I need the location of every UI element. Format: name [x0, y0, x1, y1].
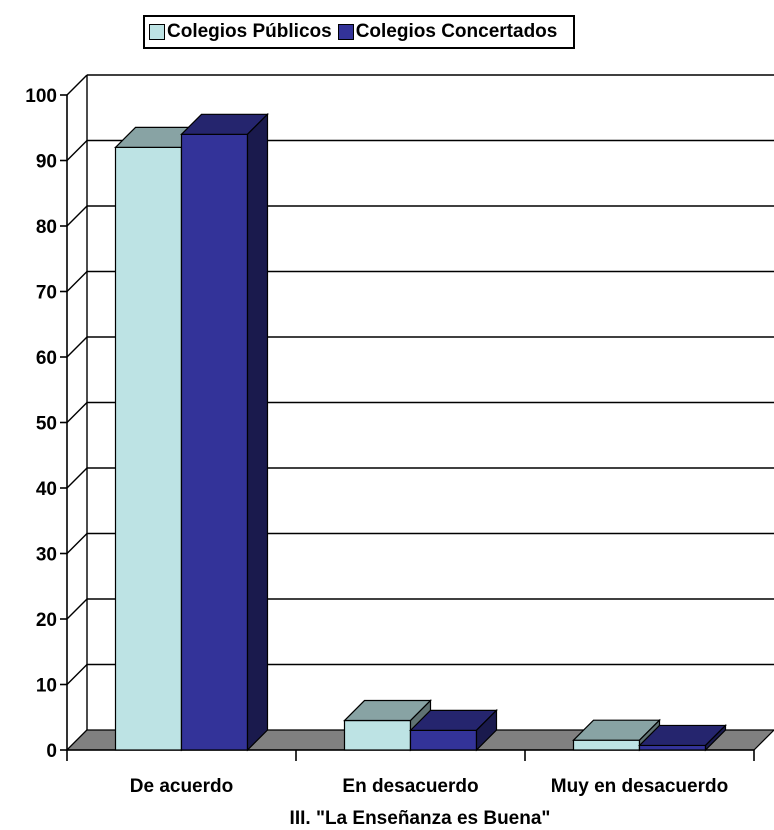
- side-wall-line-100: [66, 74, 88, 96]
- y-tick-label-40: 40: [36, 479, 57, 500]
- legend-swatch-publicos: [149, 24, 165, 40]
- bar-2-0-front: [572, 739, 641, 751]
- y-tick-label-50: 50: [36, 414, 57, 435]
- legend-label-concertados: Colegios Concertados: [355, 21, 558, 42]
- y-tick-label-0: 0: [46, 741, 57, 762]
- bar-1-1-side: [475, 708, 498, 752]
- y-tick-label-70: 70: [36, 283, 57, 304]
- legend-label-publicos: Colegios Públicos: [167, 21, 332, 42]
- bar-1-0-front: [343, 719, 412, 751]
- y-tick-label-90: 90: [36, 152, 57, 173]
- bar-0-0-front: [114, 146, 183, 751]
- side-wall-line-20: [66, 598, 88, 620]
- side-wall-line-90: [66, 140, 88, 161]
- y-tick-label-100: 100: [25, 86, 57, 107]
- x-axis-title: III. "La Enseñanza es Buena": [290, 808, 551, 829]
- x-category-label-2: Muy en desacuerdo: [551, 776, 728, 797]
- bar-0-1-front: [180, 133, 249, 751]
- side-wall-line-70: [66, 271, 88, 292]
- legend-swatch-concertados: [337, 24, 354, 40]
- side-wall-line-30: [66, 533, 88, 554]
- side-wall-line-10: [66, 664, 88, 685]
- x-category-label-1: En desacuerdo: [342, 776, 478, 797]
- y-tick-label-80: 80: [36, 217, 57, 238]
- legend-entry-concertados: Colegios Concertados: [337, 21, 558, 43]
- x-category-label-0: De acuerdo: [130, 776, 233, 797]
- y-tick-label-60: 60: [36, 348, 57, 369]
- y-tick-label-10: 10: [36, 676, 57, 697]
- side-wall-line-50: [66, 402, 88, 423]
- legend-entry-publicos: Colegios Públicos: [149, 21, 332, 43]
- bar-2-1-front: [638, 744, 707, 751]
- bar-1-1-front: [409, 729, 478, 751]
- y-tick-label-30: 30: [36, 545, 57, 566]
- legend: Colegios Públicos Colegios Concertados: [143, 15, 576, 49]
- bar-2-1-side: [704, 723, 727, 752]
- side-wall-line-40: [66, 467, 88, 489]
- side-wall-line-60: [66, 336, 88, 358]
- bar-0-1-side: [246, 112, 269, 752]
- y-tick-label-20: 20: [36, 610, 57, 631]
- side-wall-line-80: [66, 205, 88, 227]
